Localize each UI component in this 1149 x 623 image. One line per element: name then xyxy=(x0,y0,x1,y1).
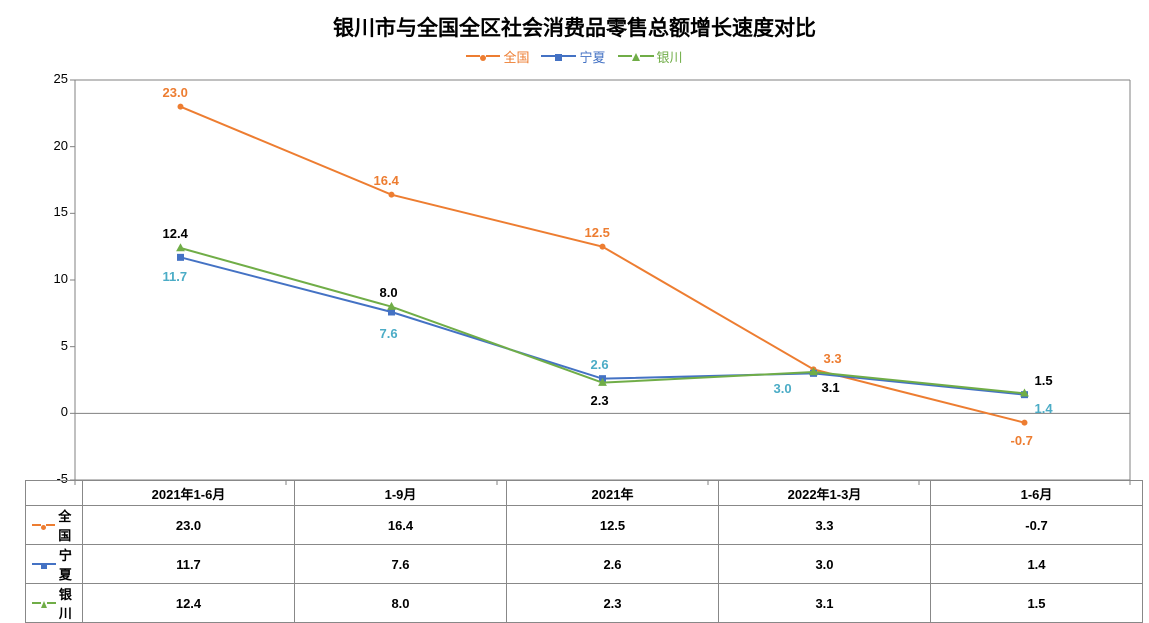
y-tick-label: 20 xyxy=(30,138,68,153)
data-label: 23.0 xyxy=(163,85,188,100)
table-cell: 1.5 xyxy=(931,584,1143,623)
table-row-header xyxy=(26,481,83,506)
legend-line-icon xyxy=(541,55,555,57)
chart-container: 银川市与全国全区社会消费品零售总额增长速度对比 全国宁夏银川 -50510152… xyxy=(0,0,1149,602)
data-label: 1.5 xyxy=(1035,373,1053,388)
legend-label: 全国 xyxy=(503,47,529,66)
table-cell: 23.0 xyxy=(83,506,295,545)
table-cell: 1-6月 xyxy=(931,481,1143,506)
data-label: 2.3 xyxy=(591,393,609,408)
legend-item-0: 全国 xyxy=(466,47,529,66)
data-label: 3.3 xyxy=(824,351,842,366)
data-label: 16.4 xyxy=(374,173,399,188)
data-label: 12.4 xyxy=(163,226,188,241)
table-cell: 11.7 xyxy=(83,545,295,584)
table-row-header: 宁夏 xyxy=(26,545,83,584)
data-label: 3.1 xyxy=(822,380,840,395)
legend-line-icon xyxy=(618,55,632,57)
data-label: -0.7 xyxy=(1011,433,1033,448)
legend-line-icon xyxy=(640,55,654,57)
table-cell: 3.3 xyxy=(719,506,931,545)
plot-svg xyxy=(75,80,1130,480)
data-label: 11.7 xyxy=(163,269,188,284)
legend-marker-icon xyxy=(632,49,640,64)
table-cell: 1.4 xyxy=(931,545,1143,584)
y-tick-label: 15 xyxy=(30,204,68,219)
table-cell: 12.4 xyxy=(83,584,295,623)
table-cell: 1-9月 xyxy=(295,481,507,506)
chart-title: 银川市与全国全区社会消费品零售总额增长速度对比 xyxy=(0,12,1149,42)
table-cell: 7.6 xyxy=(295,545,507,584)
data-label: 2.6 xyxy=(591,357,609,372)
table-cell: 2021年1-6月 xyxy=(83,481,295,506)
legend-line-icon xyxy=(486,55,500,57)
data-label: 3.0 xyxy=(774,381,792,396)
table-cell: 12.5 xyxy=(507,506,719,545)
table-row: 宁夏11.77.62.63.01.4 xyxy=(26,545,1143,584)
table-cell: -0.7 xyxy=(931,506,1143,545)
table-row: 2021年1-6月1-9月2021年2022年1-3月1-6月 xyxy=(26,481,1143,506)
data-label: 1.4 xyxy=(1035,401,1053,416)
y-tick-label: 10 xyxy=(30,271,68,286)
data-label: 8.0 xyxy=(380,285,398,300)
table-cell: 3.1 xyxy=(719,584,931,623)
legend-line-icon xyxy=(466,55,480,57)
table-cell: 2.6 xyxy=(507,545,719,584)
data-label: 7.6 xyxy=(380,326,398,341)
y-tick-label: 25 xyxy=(30,71,68,86)
table-cell: 8.0 xyxy=(295,584,507,623)
table-cell: 3.0 xyxy=(719,545,931,584)
legend-label: 银川 xyxy=(657,47,683,66)
legend-marker-icon xyxy=(555,49,562,64)
table-cell: 2022年1-3月 xyxy=(719,481,931,506)
legend-item-1: 宁夏 xyxy=(541,47,605,66)
legend-item-2: 银川 xyxy=(618,47,683,66)
table-cell: 2021年 xyxy=(507,481,719,506)
legend-line-icon xyxy=(562,55,576,57)
table-row-header: 全国 xyxy=(26,506,83,545)
table-row: 银川12.48.02.33.11.5 xyxy=(26,584,1143,623)
plot-area xyxy=(75,80,1130,480)
table-row-header: 银川 xyxy=(26,584,83,623)
data-label: 12.5 xyxy=(585,225,610,240)
y-tick-label: 0 xyxy=(30,404,68,419)
y-tick-label: 5 xyxy=(30,338,68,353)
table-cell: 2.3 xyxy=(507,584,719,623)
table-cell: 16.4 xyxy=(295,506,507,545)
legend-label: 宁夏 xyxy=(579,47,605,66)
legend: 全国 宁夏 银川 xyxy=(0,45,1149,66)
table-row: 全国23.016.412.53.3-0.7 xyxy=(26,506,1143,545)
